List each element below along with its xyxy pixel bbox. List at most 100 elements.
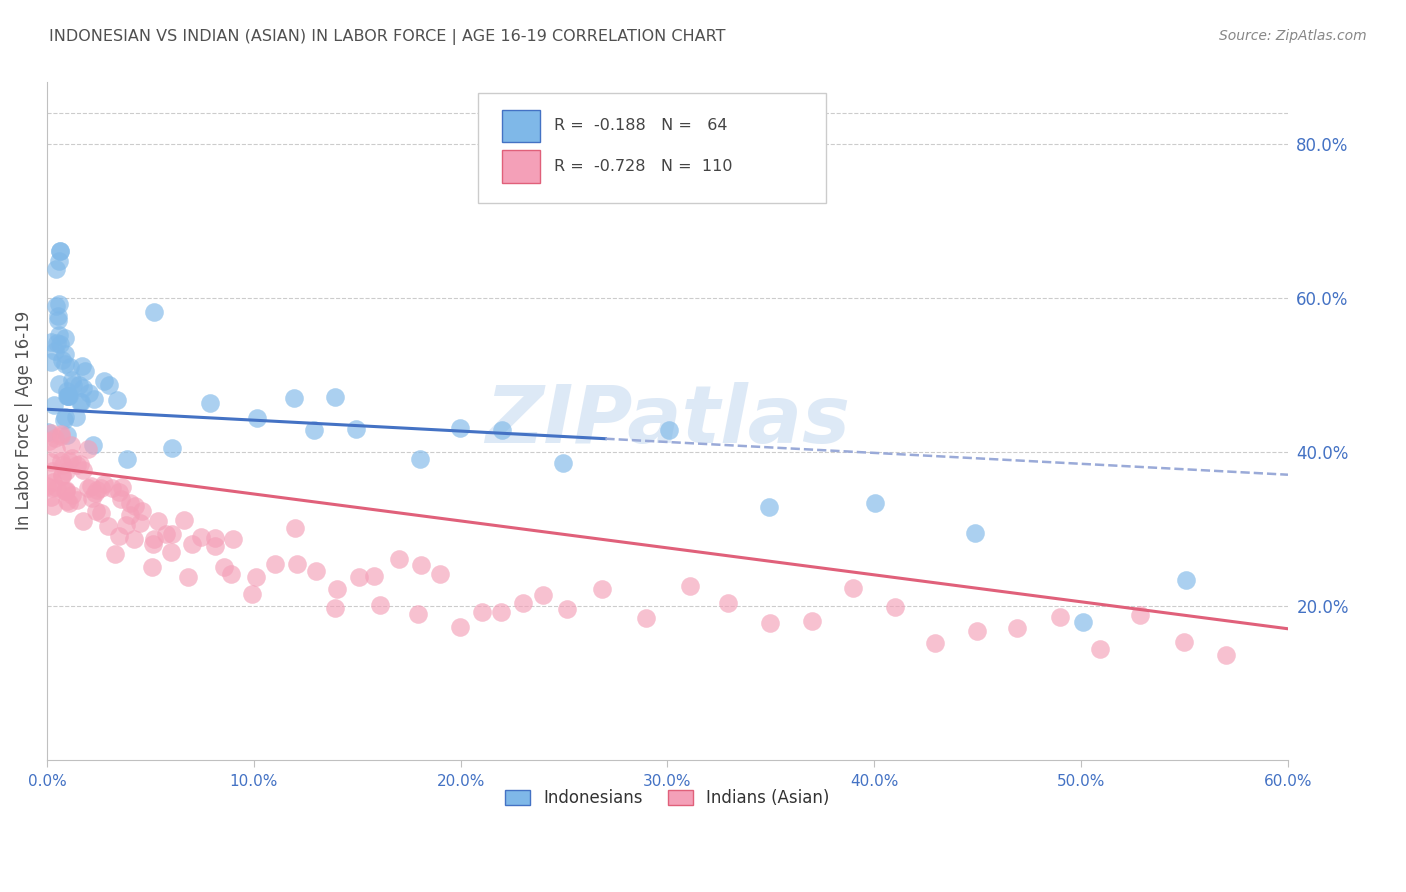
- Point: [51, 353, 73, 368]
- Point: [1088, 641, 1111, 656]
- Point: [245, 570, 267, 584]
- Point: [285, 557, 308, 571]
- Point: [58, 454, 80, 468]
- Point: [143, 304, 166, 318]
- Point: [66, 492, 89, 507]
- Point: [180, 537, 202, 551]
- Point: [72, 515, 94, 529]
- Point: [39, 334, 62, 349]
- Point: [491, 424, 513, 438]
- Point: [363, 569, 385, 583]
- Point: [449, 421, 471, 435]
- Point: [758, 500, 780, 514]
- Point: [41, 482, 63, 496]
- Point: [82, 491, 104, 505]
- Point: [129, 516, 152, 530]
- Point: [160, 526, 183, 541]
- Point: [1175, 573, 1198, 587]
- Point: [124, 499, 146, 513]
- Point: [39, 425, 62, 440]
- Point: [49, 337, 72, 351]
- Point: [53, 410, 76, 425]
- Point: [146, 514, 169, 528]
- Point: [531, 588, 554, 602]
- Point: [284, 521, 307, 535]
- Point: [122, 532, 145, 546]
- Point: [104, 547, 127, 561]
- Text: R =  -0.188   N =   64: R = -0.188 N = 64: [554, 119, 728, 134]
- Point: [86, 483, 108, 497]
- Point: [56, 389, 79, 403]
- Point: [45, 261, 67, 276]
- Point: [93, 374, 115, 388]
- Point: [82, 438, 104, 452]
- Point: [53, 331, 76, 345]
- Point: [59, 360, 82, 375]
- Point: [55, 483, 77, 497]
- Point: [48, 244, 70, 259]
- Point: [49, 453, 72, 467]
- Point: [302, 423, 325, 437]
- Point: [212, 560, 235, 574]
- Point: [53, 347, 76, 361]
- Point: [1049, 610, 1071, 624]
- Text: Source: ZipAtlas.com: Source: ZipAtlas.com: [1219, 29, 1367, 43]
- Point: [965, 525, 987, 540]
- Point: [51, 468, 73, 483]
- Point: [48, 297, 70, 311]
- Point: [84, 486, 107, 500]
- Point: [863, 496, 886, 510]
- Point: [344, 422, 367, 436]
- Point: [90, 481, 112, 495]
- Point: [1005, 621, 1028, 635]
- Point: [53, 413, 76, 427]
- Point: [512, 596, 534, 610]
- Point: [55, 464, 77, 478]
- Point: [69, 395, 91, 409]
- Point: [142, 532, 165, 546]
- Point: [41, 499, 63, 513]
- Point: [142, 537, 165, 551]
- Point: [966, 624, 988, 639]
- Point: [72, 463, 94, 477]
- Point: [368, 599, 391, 613]
- Point: [45, 442, 67, 456]
- Point: [634, 611, 657, 625]
- Point: [115, 517, 138, 532]
- Point: [108, 529, 131, 543]
- Text: ZIPatlas: ZIPatlas: [485, 382, 851, 459]
- Point: [62, 378, 84, 392]
- Point: [70, 359, 93, 373]
- Point: [222, 532, 245, 546]
- Point: [48, 312, 70, 326]
- Point: [90, 506, 112, 520]
- Point: [53, 357, 76, 371]
- Point: [204, 531, 226, 545]
- Point: [429, 566, 451, 581]
- Point: [69, 395, 91, 409]
- Point: [141, 560, 163, 574]
- Point: [93, 477, 115, 491]
- Point: [221, 566, 243, 581]
- Point: [658, 423, 681, 437]
- Point: [1073, 615, 1095, 629]
- FancyBboxPatch shape: [502, 110, 540, 142]
- Point: [60, 372, 83, 386]
- Point: [69, 457, 91, 471]
- Point: [44, 398, 66, 412]
- Point: [39, 455, 62, 469]
- Point: [325, 582, 347, 597]
- Point: [1215, 648, 1237, 663]
- Point: [176, 570, 198, 584]
- Text: R =  -0.728   N =  110: R = -0.728 N = 110: [554, 159, 733, 174]
- Point: [1129, 607, 1152, 622]
- Point: [679, 579, 702, 593]
- Point: [37, 425, 59, 439]
- Point: [44, 299, 66, 313]
- Point: [60, 438, 83, 452]
- Point: [84, 504, 107, 518]
- Point: [717, 596, 740, 610]
- Point: [46, 335, 69, 350]
- Point: [323, 390, 346, 404]
- Point: [98, 378, 121, 392]
